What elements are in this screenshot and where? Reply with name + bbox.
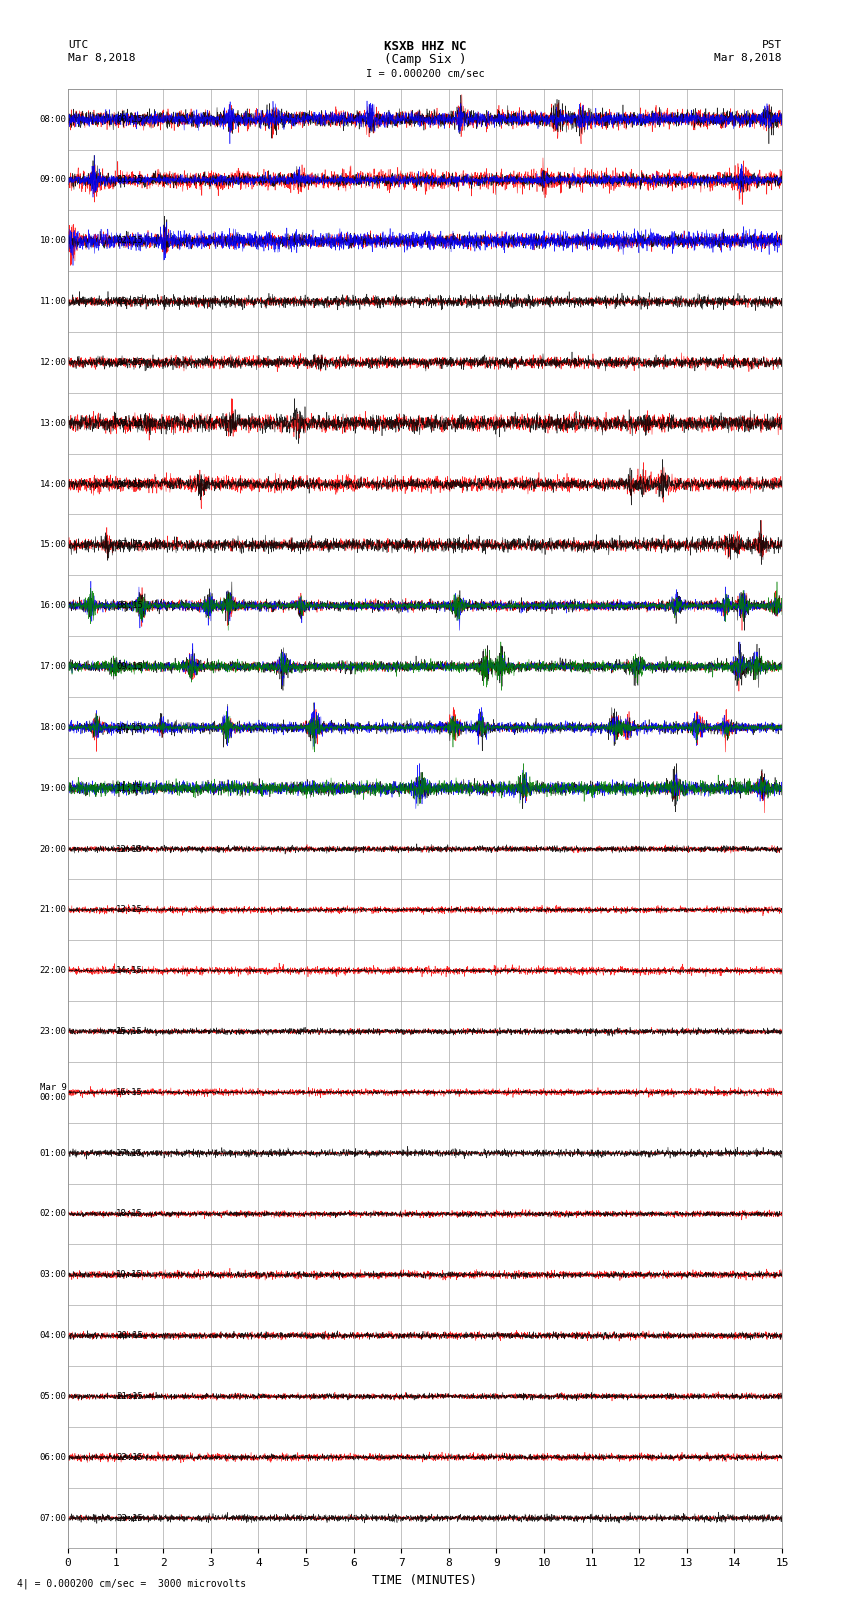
Text: 11:15: 11:15 xyxy=(116,784,143,792)
Text: 20:15: 20:15 xyxy=(116,1331,143,1340)
Text: 03:15: 03:15 xyxy=(116,297,143,306)
Text: 08:00: 08:00 xyxy=(40,115,66,124)
Text: 18:15: 18:15 xyxy=(116,1210,143,1218)
Text: 10:15: 10:15 xyxy=(116,723,143,732)
Text: 20:00: 20:00 xyxy=(40,845,66,853)
Text: 19:15: 19:15 xyxy=(116,1271,143,1279)
Text: Mar 9
00:00: Mar 9 00:00 xyxy=(40,1082,66,1102)
Text: 21:15: 21:15 xyxy=(116,1392,143,1402)
Text: 10:00: 10:00 xyxy=(40,235,66,245)
Text: PST: PST xyxy=(762,40,782,50)
Text: 04:00: 04:00 xyxy=(40,1331,66,1340)
Text: 14:15: 14:15 xyxy=(116,966,143,976)
Text: 06:15: 06:15 xyxy=(116,479,143,489)
Text: 09:15: 09:15 xyxy=(116,661,143,671)
Text: I = 0.000200 cm/sec: I = 0.000200 cm/sec xyxy=(366,69,484,79)
Text: (Camp Six ): (Camp Six ) xyxy=(383,53,467,66)
Text: 01:15: 01:15 xyxy=(116,176,143,184)
Text: 17:00: 17:00 xyxy=(40,661,66,671)
Text: KSXB HHZ NC: KSXB HHZ NC xyxy=(383,40,467,53)
Text: 05:00: 05:00 xyxy=(40,1392,66,1402)
Text: 05:15: 05:15 xyxy=(116,419,143,427)
Text: 15:00: 15:00 xyxy=(40,540,66,550)
Text: 22:15: 22:15 xyxy=(116,1453,143,1461)
Text: 09:00: 09:00 xyxy=(40,176,66,184)
X-axis label: TIME (MINUTES): TIME (MINUTES) xyxy=(372,1574,478,1587)
Text: 22:00: 22:00 xyxy=(40,966,66,976)
Text: 21:00: 21:00 xyxy=(40,905,66,915)
Text: 4| = 0.000200 cm/sec =  3000 microvolts: 4| = 0.000200 cm/sec = 3000 microvolts xyxy=(17,1578,246,1589)
Text: 16:00: 16:00 xyxy=(40,602,66,610)
Text: 12:00: 12:00 xyxy=(40,358,66,366)
Text: 12:15: 12:15 xyxy=(116,845,143,853)
Text: 02:15: 02:15 xyxy=(116,235,143,245)
Text: 19:00: 19:00 xyxy=(40,784,66,792)
Text: 23:15: 23:15 xyxy=(116,1513,143,1523)
Text: 08:15: 08:15 xyxy=(116,602,143,610)
Text: 23:00: 23:00 xyxy=(40,1027,66,1036)
Text: 07:15: 07:15 xyxy=(116,540,143,550)
Text: UTC: UTC xyxy=(68,40,88,50)
Text: 11:00: 11:00 xyxy=(40,297,66,306)
Text: 13:00: 13:00 xyxy=(40,419,66,427)
Text: 03:00: 03:00 xyxy=(40,1271,66,1279)
Text: Mar 8,2018: Mar 8,2018 xyxy=(715,53,782,63)
Text: Mar 8,2018: Mar 8,2018 xyxy=(68,53,135,63)
Text: 01:00: 01:00 xyxy=(40,1148,66,1158)
Text: 04:15: 04:15 xyxy=(116,358,143,366)
Text: 14:00: 14:00 xyxy=(40,479,66,489)
Text: 00:15: 00:15 xyxy=(116,115,143,124)
Text: 16:15: 16:15 xyxy=(116,1087,143,1097)
Text: 07:00: 07:00 xyxy=(40,1513,66,1523)
Text: 15:15: 15:15 xyxy=(116,1027,143,1036)
Text: 06:00: 06:00 xyxy=(40,1453,66,1461)
Text: 13:15: 13:15 xyxy=(116,905,143,915)
Text: 02:00: 02:00 xyxy=(40,1210,66,1218)
Text: 18:00: 18:00 xyxy=(40,723,66,732)
Text: 17:15: 17:15 xyxy=(116,1148,143,1158)
